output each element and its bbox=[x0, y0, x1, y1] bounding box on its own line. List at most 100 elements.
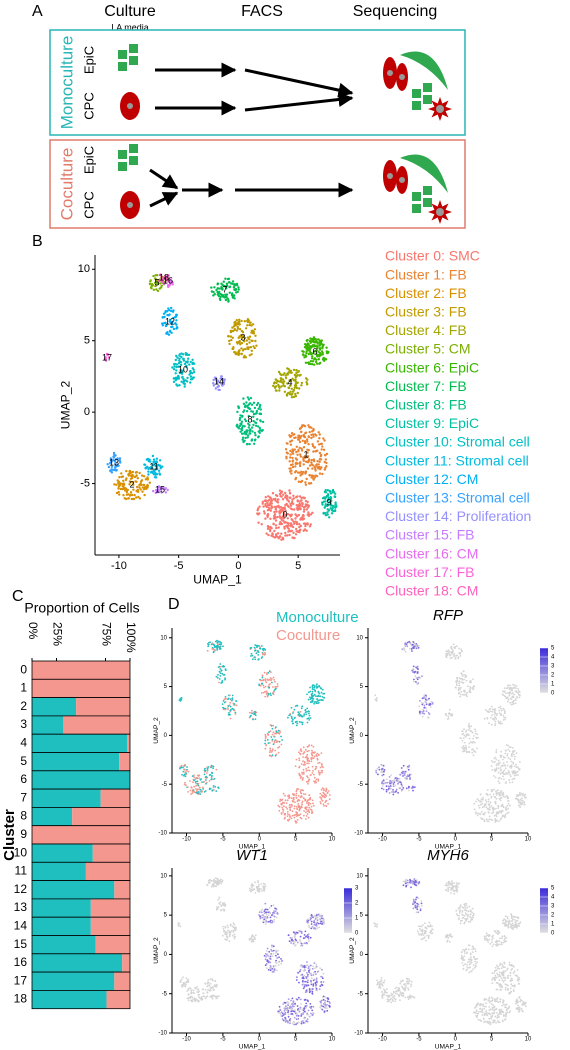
umap-point bbox=[286, 526, 289, 529]
umap-point bbox=[311, 977, 313, 980]
umap-point bbox=[488, 808, 491, 811]
arrow bbox=[149, 168, 179, 190]
umap-point bbox=[154, 284, 157, 288]
umap-point bbox=[172, 368, 176, 371]
umap-point bbox=[274, 749, 276, 752]
umap-point bbox=[306, 342, 309, 345]
umap-point bbox=[117, 487, 120, 490]
umap-point bbox=[317, 350, 320, 353]
umap-point bbox=[306, 942, 309, 945]
umap-point bbox=[183, 382, 186, 386]
umap-point bbox=[194, 998, 197, 1000]
umap-point bbox=[279, 1008, 281, 1011]
umap-point bbox=[297, 435, 300, 439]
umap-point bbox=[124, 487, 128, 490]
umap-point bbox=[259, 647, 262, 650]
umap-point bbox=[510, 703, 513, 706]
umap-point bbox=[249, 715, 252, 718]
umap-point bbox=[300, 721, 303, 724]
umap-point bbox=[217, 674, 219, 676]
umap-point bbox=[215, 288, 218, 292]
umap-point bbox=[252, 718, 255, 721]
umap-point bbox=[272, 965, 275, 967]
umap-point bbox=[292, 368, 296, 372]
umap-point bbox=[493, 711, 496, 714]
umap-point bbox=[129, 477, 133, 480]
umap-point bbox=[212, 294, 215, 297]
umap-point bbox=[316, 921, 319, 924]
umap-point bbox=[239, 335, 243, 338]
umap-point bbox=[463, 693, 466, 696]
umap-point bbox=[197, 784, 200, 787]
umap-point bbox=[295, 724, 298, 727]
umap-point bbox=[148, 282, 152, 286]
umap-point bbox=[279, 535, 282, 538]
umap-point bbox=[137, 495, 140, 499]
umap-point bbox=[125, 490, 129, 494]
umap-point bbox=[306, 382, 309, 386]
umap-point bbox=[519, 798, 522, 801]
umap-point bbox=[316, 683, 318, 686]
umap-point bbox=[320, 687, 323, 690]
umap-point bbox=[460, 690, 463, 693]
umap-point bbox=[186, 786, 189, 789]
umap-point bbox=[464, 674, 467, 677]
umap-point bbox=[509, 684, 511, 687]
umap-point bbox=[250, 712, 253, 714]
umap-point bbox=[204, 989, 207, 991]
umap-point bbox=[175, 363, 178, 366]
umap-point bbox=[399, 773, 402, 776]
umap-point bbox=[125, 469, 128, 473]
umap-point bbox=[291, 1013, 294, 1015]
umap-point bbox=[501, 693, 504, 696]
umap-point bbox=[296, 500, 299, 503]
umap-point bbox=[274, 754, 277, 757]
umap-point bbox=[157, 486, 161, 489]
umap-point bbox=[247, 422, 250, 425]
umap-point bbox=[305, 339, 308, 342]
umap-point bbox=[280, 490, 284, 493]
umap-point bbox=[276, 515, 279, 519]
umap-point bbox=[322, 792, 325, 795]
umap-point bbox=[380, 768, 383, 770]
umap-point bbox=[244, 419, 248, 423]
umap-point bbox=[247, 434, 250, 437]
umap-point bbox=[308, 965, 311, 967]
umap-point bbox=[485, 818, 488, 821]
umap-point bbox=[320, 1007, 323, 1010]
umap-point bbox=[332, 505, 335, 508]
y-tick-label: 9 bbox=[20, 827, 27, 841]
y-tick-label: 5 bbox=[20, 754, 27, 768]
umap-point bbox=[128, 494, 132, 497]
umap-point bbox=[271, 944, 273, 947]
umap-point bbox=[130, 497, 133, 501]
umap-point bbox=[240, 337, 243, 340]
umap-point bbox=[511, 692, 513, 695]
umap-point bbox=[386, 778, 388, 781]
umap-point bbox=[306, 990, 309, 992]
umap-point bbox=[305, 713, 308, 716]
umap-point bbox=[313, 684, 316, 687]
epic-icon bbox=[412, 204, 421, 213]
umap-point bbox=[217, 640, 220, 643]
umap-point bbox=[174, 322, 177, 325]
umap-point bbox=[136, 485, 139, 489]
umap-point bbox=[319, 985, 322, 987]
umap-point bbox=[286, 813, 289, 815]
umap-point bbox=[266, 694, 269, 697]
umap-point bbox=[248, 887, 251, 890]
umap-point bbox=[257, 521, 260, 524]
umap-point bbox=[472, 678, 474, 681]
umap-point bbox=[319, 802, 322, 805]
umap-point bbox=[290, 942, 292, 944]
umap-point bbox=[296, 391, 299, 395]
umap-point bbox=[183, 783, 186, 786]
umap-point bbox=[294, 375, 297, 379]
umap-point bbox=[166, 331, 169, 334]
umap-point bbox=[303, 425, 307, 428]
umap-point bbox=[195, 784, 198, 787]
umap-point bbox=[494, 821, 497, 823]
x-tick-label: 5 bbox=[295, 560, 301, 572]
umap-point bbox=[184, 771, 187, 774]
umap-point bbox=[482, 798, 484, 801]
